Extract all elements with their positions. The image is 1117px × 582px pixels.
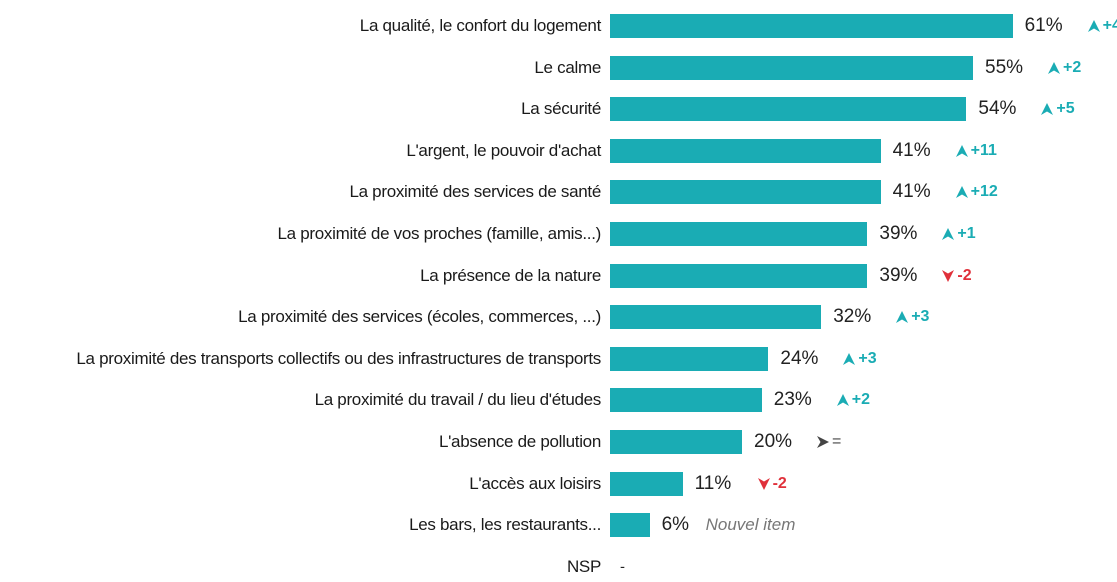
value-label: 20% bbox=[754, 431, 793, 452]
category-label: La proximité des transports collectifs o… bbox=[76, 348, 601, 368]
bar bbox=[610, 388, 762, 413]
arrow-up-icon bbox=[1048, 61, 1060, 74]
arrow-up-icon bbox=[955, 186, 968, 199]
category-label: La proximité des services de santé bbox=[349, 182, 601, 202]
bar bbox=[610, 346, 769, 371]
bar bbox=[610, 138, 881, 163]
value-label: 32% bbox=[833, 306, 872, 328]
category-label: La sécurité bbox=[521, 99, 601, 119]
arrow-right-icon bbox=[817, 436, 829, 448]
change-indicator: +3 bbox=[842, 349, 877, 368]
change-indicator: +5 bbox=[1040, 100, 1075, 118]
change-indicator: +12 bbox=[955, 183, 998, 201]
change-value: +1 bbox=[957, 225, 976, 242]
value-label: - bbox=[620, 558, 625, 576]
value-label: 24% bbox=[780, 347, 819, 369]
arrow-up-icon bbox=[1087, 20, 1100, 32]
value-label: 39% bbox=[879, 264, 918, 286]
change-value: +5 bbox=[1056, 100, 1075, 118]
bar bbox=[610, 263, 868, 288]
change-value: = bbox=[832, 433, 842, 450]
category-label: Les bars, les restaurants... bbox=[409, 515, 601, 535]
change-value: +3 bbox=[858, 349, 877, 367]
value-label: 39% bbox=[879, 223, 918, 244]
arrow-up-icon bbox=[896, 311, 909, 324]
value-label: 23% bbox=[773, 389, 812, 411]
change-indicator: +2 bbox=[836, 391, 870, 409]
change-value: -2 bbox=[772, 474, 787, 492]
change-indicator: = bbox=[816, 433, 841, 451]
change-indicator: +11 bbox=[955, 142, 997, 160]
category-label: La qualité, le confort du logement bbox=[359, 16, 602, 35]
value-label: 55% bbox=[985, 56, 1024, 78]
change-indicator: +3 bbox=[895, 308, 929, 326]
bar bbox=[610, 55, 973, 80]
arrow-up-icon bbox=[1041, 103, 1054, 116]
value-label: 41% bbox=[892, 139, 931, 161]
category-label: NSP bbox=[566, 556, 601, 576]
value-label: 54% bbox=[978, 98, 1017, 120]
change-value: +12 bbox=[970, 183, 998, 201]
change-value: +11 bbox=[970, 141, 997, 159]
bar bbox=[610, 222, 868, 246]
category-label: Le calme bbox=[534, 57, 601, 77]
arrow-up-icon bbox=[942, 228, 955, 240]
category-label: La présence de la nature bbox=[420, 265, 601, 285]
category-label: L'accès aux loisirs bbox=[469, 473, 601, 493]
arrow-down-icon bbox=[757, 477, 770, 490]
arrow-up-icon bbox=[955, 144, 968, 157]
arrow-up-icon bbox=[843, 352, 856, 365]
value-label: 6% bbox=[661, 514, 690, 536]
bar bbox=[610, 513, 650, 538]
new-item-note: Nouvel item bbox=[705, 515, 796, 535]
arrow-up-icon bbox=[836, 394, 849, 407]
bar bbox=[610, 180, 881, 205]
category-label: La proximité des services (écoles, comme… bbox=[238, 307, 601, 327]
change-value: +2 bbox=[1063, 58, 1082, 76]
value-label: 41% bbox=[892, 181, 931, 203]
change-value: -2 bbox=[957, 266, 972, 284]
category-label: L'absence de pollution bbox=[438, 432, 601, 451]
category-label: La proximité du travail / du lieu d'étud… bbox=[314, 390, 602, 410]
bar bbox=[610, 305, 822, 330]
change-indicator: +2 bbox=[1047, 59, 1081, 77]
change-value: +4 bbox=[1102, 17, 1117, 34]
bar bbox=[610, 471, 683, 496]
value-label: 61% bbox=[1024, 15, 1063, 36]
arrow-down-icon bbox=[942, 269, 955, 282]
change-indicator: -2 bbox=[757, 475, 787, 493]
change-value: +3 bbox=[911, 308, 930, 326]
category-label: L'argent, le pouvoir d'achat bbox=[406, 140, 601, 160]
change-indicator: -2 bbox=[941, 266, 972, 285]
bar bbox=[610, 14, 1013, 38]
change-indicator: +4 bbox=[1087, 17, 1117, 35]
bar bbox=[610, 430, 742, 454]
category-label: La proximité de vos proches (famille, am… bbox=[277, 224, 602, 243]
change-value: +2 bbox=[851, 391, 871, 409]
value-label: 11% bbox=[694, 472, 732, 494]
bar bbox=[610, 97, 967, 122]
change-indicator: +1 bbox=[941, 225, 976, 243]
